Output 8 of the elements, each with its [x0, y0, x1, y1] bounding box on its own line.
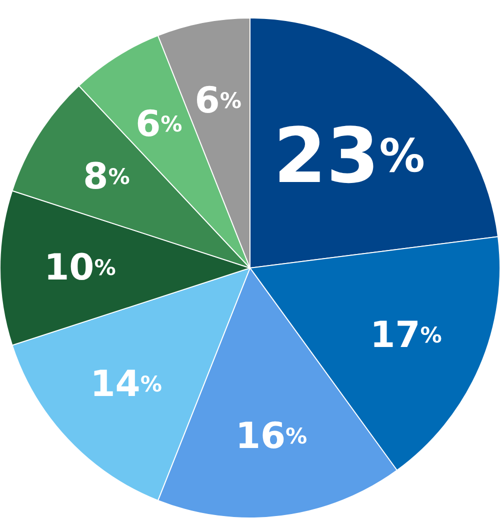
- data-label: 17%: [370, 315, 442, 356]
- data-label: 6%: [136, 104, 182, 145]
- data-label: 23%: [273, 110, 425, 200]
- data-label: 10%: [44, 248, 116, 288]
- data-label: 6%: [194, 80, 242, 122]
- data-label: 14%: [90, 364, 162, 405]
- data-label: 8%: [83, 156, 130, 198]
- data-label: 16%: [235, 416, 308, 458]
